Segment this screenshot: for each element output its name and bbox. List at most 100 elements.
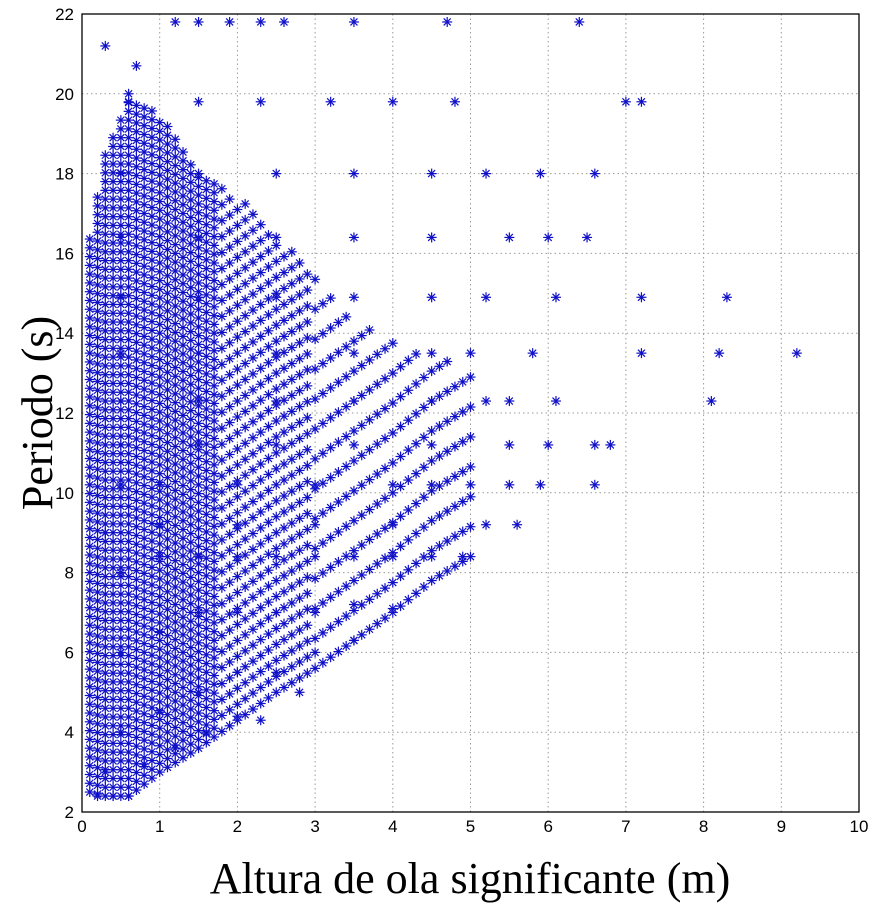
data-point — [146, 527, 157, 538]
data-point — [146, 228, 157, 239]
data-point — [154, 170, 165, 181]
data-point — [154, 600, 165, 611]
data-point — [279, 602, 290, 613]
data-point — [146, 413, 157, 424]
data-point — [123, 290, 134, 301]
data-point — [209, 380, 220, 391]
data-point — [387, 487, 398, 498]
data-point — [139, 348, 150, 359]
data-point — [411, 378, 422, 389]
data-point — [255, 650, 266, 661]
data-point — [162, 700, 173, 711]
data-point — [92, 666, 103, 677]
data-point — [209, 451, 220, 462]
data-point — [271, 288, 282, 299]
data-point — [302, 348, 313, 359]
data-point — [154, 494, 165, 505]
data-point — [434, 451, 445, 462]
data-point — [131, 609, 142, 620]
data-point — [131, 635, 142, 646]
data-point — [154, 442, 165, 453]
data-point — [286, 438, 297, 449]
data-point — [286, 502, 297, 513]
data-point — [302, 620, 313, 631]
data-point — [193, 444, 204, 455]
data-point — [131, 117, 142, 128]
data-point — [193, 664, 204, 675]
data-point — [372, 498, 383, 509]
data-point — [395, 511, 406, 522]
data-point — [411, 348, 422, 359]
data-point — [224, 704, 235, 715]
data-point — [123, 747, 134, 758]
data-point — [201, 175, 212, 186]
data-point — [170, 696, 181, 707]
data-point — [216, 630, 227, 641]
data-point — [178, 340, 189, 351]
data-point — [146, 202, 157, 213]
data-point — [209, 205, 220, 216]
data-point — [170, 248, 181, 259]
data-point — [240, 326, 251, 337]
data-point — [170, 441, 181, 452]
data-point — [92, 481, 103, 492]
y-tick-label: 8 — [65, 564, 74, 583]
data-point — [317, 657, 328, 668]
data-point — [178, 691, 189, 702]
data-point — [139, 147, 150, 158]
data-point — [232, 396, 243, 407]
data-point — [92, 578, 103, 589]
data-point — [162, 226, 173, 237]
data-point — [193, 576, 204, 587]
data-point — [139, 761, 150, 772]
data-point — [348, 425, 359, 436]
data-point — [426, 439, 437, 450]
data-point — [201, 368, 212, 379]
data-point — [232, 523, 243, 534]
data-point — [84, 514, 95, 525]
data-point — [162, 709, 173, 720]
data-point — [348, 605, 359, 616]
data-point — [449, 501, 460, 512]
data-point — [302, 668, 313, 679]
data-point — [84, 374, 95, 385]
data-point — [193, 392, 204, 403]
data-point — [170, 748, 181, 759]
data-point — [403, 504, 414, 515]
data-point — [543, 232, 554, 243]
data-point — [92, 508, 103, 519]
data-point — [279, 490, 290, 501]
data-point — [139, 603, 150, 614]
data-point — [146, 334, 157, 345]
data-point — [255, 506, 266, 517]
data-point — [100, 518, 111, 529]
data-point — [170, 731, 181, 742]
data-point — [403, 564, 414, 575]
data-point — [201, 623, 212, 634]
data-point — [139, 410, 150, 421]
data-point — [146, 369, 157, 380]
data-point — [232, 411, 243, 422]
data-point — [115, 597, 126, 608]
data-point — [201, 412, 212, 423]
data-point — [108, 422, 119, 433]
data-point — [178, 585, 189, 596]
data-point — [279, 331, 290, 342]
data-point — [341, 551, 352, 562]
data-point — [636, 348, 647, 359]
data-point — [154, 293, 165, 304]
data-point — [178, 436, 189, 447]
data-point — [240, 278, 251, 289]
data-point — [263, 676, 274, 687]
data-point — [271, 543, 282, 554]
data-point — [348, 575, 359, 586]
data-point — [146, 518, 157, 529]
data-point — [193, 365, 204, 376]
data-point — [178, 182, 189, 193]
data-point — [426, 455, 437, 466]
data-point — [271, 400, 282, 411]
data-point — [154, 530, 165, 541]
data-point — [209, 705, 220, 716]
x-tick-label: 6 — [543, 817, 552, 836]
data-point — [170, 222, 181, 233]
